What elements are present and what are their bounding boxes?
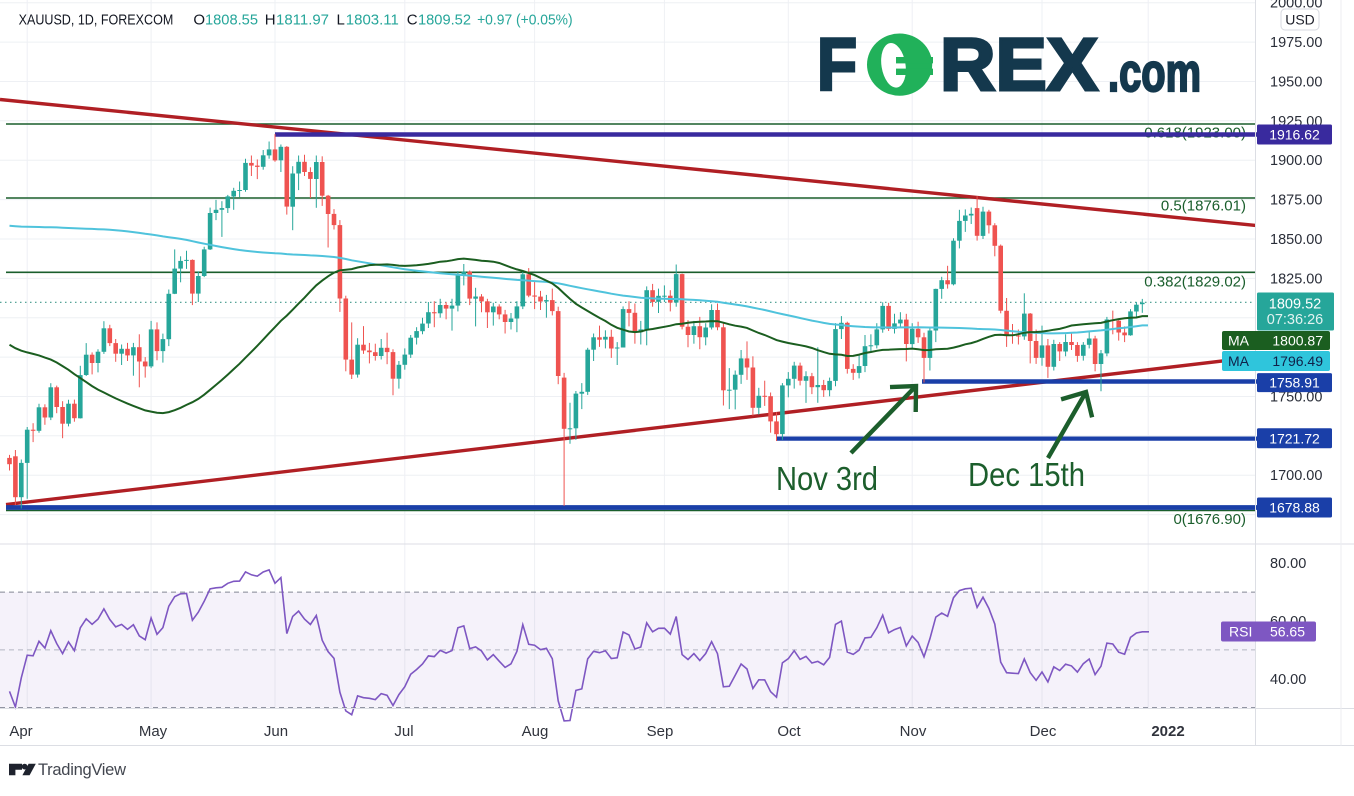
svg-text:1809.52: 1809.52 [1269,297,1321,313]
svg-text:07:36:26: 07:36:26 [1267,312,1323,328]
svg-text:.com: .com [1108,43,1201,103]
svg-text:Oct: Oct [777,723,801,740]
svg-text:Apr: Apr [9,723,32,740]
svg-text:Jun: Jun [264,723,288,740]
svg-text:Jul: Jul [394,723,413,740]
svg-text:Nov: Nov [900,723,927,740]
svg-text:May: May [139,723,168,740]
svg-text:1796.49: 1796.49 [1272,353,1323,369]
svg-text:1750.00: 1750.00 [1270,390,1322,406]
svg-text:MA: MA [1228,333,1250,349]
svg-text:1803.11: 1803.11 [346,12,399,29]
svg-text:0.382(1829.02): 0.382(1829.02) [1144,274,1246,291]
svg-text:1678.88: 1678.88 [1269,500,1320,516]
svg-text:1700.00: 1700.00 [1270,468,1322,484]
svg-text:1850.00: 1850.00 [1270,232,1322,248]
svg-text:1721.72: 1721.72 [1269,430,1320,446]
svg-text:1809.52: 1809.52 [418,12,471,29]
svg-text:C: C [407,12,418,29]
svg-text:1800.87: 1800.87 [1272,333,1323,349]
svg-text:1811.97: 1811.97 [276,12,329,29]
svg-text:1808.55: 1808.55 [205,12,258,29]
svg-text:XAUUSD, 1D, FOREXCOM: XAUUSD, 1D, FOREXCOM [19,12,174,29]
svg-text:Dec: Dec [1030,723,1057,740]
svg-text:0(1676.90): 0(1676.90) [1173,511,1246,528]
svg-text:MA: MA [1228,353,1250,369]
svg-text:H: H [265,12,276,29]
svg-text:1975.00: 1975.00 [1270,35,1322,51]
svg-text:1916.62: 1916.62 [1269,127,1320,143]
svg-text:0.5(1876.01): 0.5(1876.01) [1161,198,1246,215]
svg-text:+0.97 (+0.05%): +0.97 (+0.05%) [477,12,573,29]
svg-text:1825.00: 1825.00 [1270,271,1322,287]
svg-text:RSI: RSI [1229,624,1252,640]
svg-text:F: F [817,23,857,106]
svg-text:56.65: 56.65 [1270,624,1305,640]
svg-text:1875.00: 1875.00 [1270,193,1322,209]
svg-text:1950.00: 1950.00 [1270,75,1322,91]
svg-text:2000.00: 2000.00 [1270,0,1322,12]
svg-text:Nov 3rd: Nov 3rd [776,460,878,497]
svg-text:TradingView: TradingView [38,761,126,779]
svg-text:1900.00: 1900.00 [1270,153,1322,169]
svg-text:40.00: 40.00 [1270,672,1306,688]
svg-text:80.00: 80.00 [1270,556,1306,572]
svg-text:REX: REX [940,23,1098,106]
svg-text:Aug: Aug [522,723,549,740]
svg-text:Dec 15th: Dec 15th [968,456,1085,493]
svg-text:1758.91: 1758.91 [1269,375,1320,391]
svg-text:O: O [193,12,205,29]
svg-text:L: L [337,12,345,29]
svg-text:2022: 2022 [1151,723,1184,740]
svg-text:Sep: Sep [647,723,674,740]
svg-text:USD: USD [1285,12,1315,28]
